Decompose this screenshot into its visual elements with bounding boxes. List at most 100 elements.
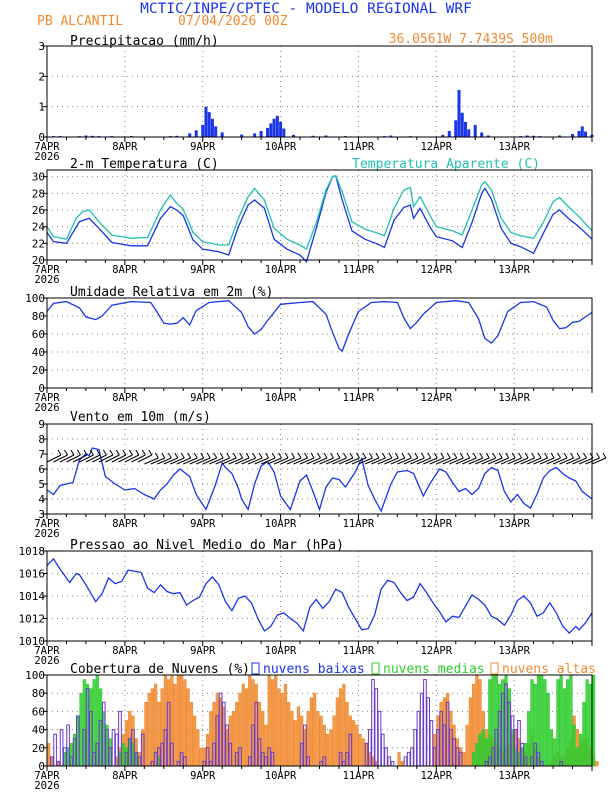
legend-label-high: nuvens altas: [502, 662, 596, 677]
wind-barb-flag: [414, 452, 419, 459]
cloud-bar-blue: [416, 710, 421, 767]
cloud-bar-orange: [248, 674, 252, 767]
pressure-panel: 1010 1012 1014 1016 1018 7APR 8APR 9APR 10APR 11A…: [19, 545, 593, 667]
cloud-bar-orange: [280, 692, 284, 767]
y-tick-label: 7: [38, 448, 45, 461]
cloud-bar-orange: [465, 724, 469, 767]
precip-bar: [269, 123, 273, 137]
wind-barb: [306, 457, 321, 465]
header-title: MCTIC/INPE/CPTEC - MODELO REGIONAL WRF: [140, 1, 472, 17]
header-date: 07/04/2026 00Z: [178, 14, 288, 29]
cloud-bar-orange: [468, 697, 472, 767]
cloud-bar-blue: [53, 733, 57, 767]
cloud-bar-orange: [316, 711, 320, 767]
series-line-blue: [46, 174, 593, 263]
precip-bar: [210, 118, 214, 137]
cloud-bar-orange: [290, 711, 294, 767]
precip-bar: [214, 126, 218, 137]
cloud-bar-orange: [397, 752, 401, 767]
legend-swatch-low: [251, 662, 260, 675]
wind-barb-flag: [278, 452, 283, 459]
cloud-bar-green: [566, 679, 570, 767]
x-tick-label: 7APR: [34, 518, 60, 530]
x-tick-label: 9APR: [190, 645, 216, 657]
cloud-bar-orange: [277, 688, 281, 767]
legend-label-low: nuvens baixas: [263, 662, 365, 677]
wind-barb: [345, 457, 360, 465]
wind-barb-flag: [479, 452, 484, 459]
wind-barb-flag: [284, 452, 289, 459]
x-tick-label: 7APR: [34, 264, 60, 276]
wind-barb: [150, 457, 166, 465]
cloud-bar-orange: [335, 697, 339, 767]
cloud-bar-orange: [351, 720, 356, 767]
wind-barb: [455, 457, 470, 465]
cloud-bar-blue: [111, 729, 116, 767]
cloud-bar-blue: [390, 760, 395, 767]
cloud-bar-orange: [358, 733, 362, 767]
wind-barb: [585, 457, 600, 465]
wind-barb-flag: [180, 452, 185, 459]
cloud-bar-green: [572, 724, 576, 767]
precip-bar: [272, 118, 276, 137]
wind-barb-flag: [576, 452, 581, 459]
cloud-bar-orange: [189, 701, 193, 767]
x-year-label: 2026: [34, 274, 59, 286]
y-tick-label: 1018: [19, 545, 46, 558]
precip-bar: [84, 135, 88, 137]
precip-bar: [486, 135, 490, 137]
wind-barb-flag: [193, 452, 198, 459]
cloud-bar-blue: [374, 688, 379, 767]
wind-barb: [72, 454, 88, 463]
precip-bar: [571, 133, 575, 137]
wind-barb: [234, 457, 250, 465]
x-tick-label: 9APR: [190, 392, 216, 404]
cloud-bar-orange: [319, 715, 323, 767]
x-tick-label: 10APR: [265, 141, 297, 153]
wind-barb: [475, 457, 490, 465]
precip-bar: [584, 131, 588, 137]
cloud-bar-blue: [380, 733, 385, 767]
panel-frame: [46, 550, 593, 642]
cloud-bar-orange: [183, 679, 187, 767]
wind-barb-flag: [206, 452, 211, 459]
panel-frame: [46, 169, 593, 261]
cloud-bar-blue: [419, 692, 424, 767]
y-tick-label: 5: [38, 478, 45, 491]
wind-barb: [118, 454, 133, 463]
wind-barb-flag: [258, 452, 263, 459]
cloud-bar-green: [121, 742, 125, 767]
wind-barb: [247, 457, 263, 465]
x-tick-label: 9APR: [190, 770, 216, 782]
x-tick-label: 11APR: [343, 645, 375, 657]
cloud-bar-orange: [400, 761, 404, 767]
cloud-bar-green: [553, 738, 557, 767]
wind-barb-flag: [187, 452, 192, 459]
cloud-bar-orange: [313, 692, 317, 767]
wind-barb: [254, 457, 269, 465]
wind-barb: [105, 454, 120, 463]
precip-title: Precipitacao (mm/h): [70, 34, 219, 49]
y-tick-label: 4: [38, 493, 45, 506]
y-tick-label: 20: [32, 742, 45, 755]
y-tick-label: 3: [38, 40, 45, 53]
x-year-label: 2026: [34, 655, 59, 667]
cloud-bar-orange: [325, 733, 330, 767]
x-tick-label: 12APR: [420, 392, 452, 404]
x-tick-label: 8APR: [112, 645, 138, 657]
wind-barb: [559, 457, 574, 465]
wind-barb: [552, 457, 568, 465]
header-coords: 36.0561W 7.7439S 500m: [389, 32, 554, 47]
wind-barb: [377, 457, 393, 465]
series-line-blue: [46, 557, 593, 635]
wind-barb-flag: [349, 452, 354, 459]
wind-barb-flag: [511, 452, 516, 459]
legend-swatch-mid: [371, 662, 380, 675]
y-tick-label: 60: [32, 328, 45, 341]
temp-title: 2-m Temperatura (C): [70, 157, 219, 172]
precip-bar: [580, 126, 584, 137]
wind-barb-flag: [77, 449, 81, 456]
wind-barb-flag: [492, 452, 497, 459]
x-tick-label: 11APR: [343, 264, 375, 276]
x-tick-label: 12APR: [420, 770, 452, 782]
